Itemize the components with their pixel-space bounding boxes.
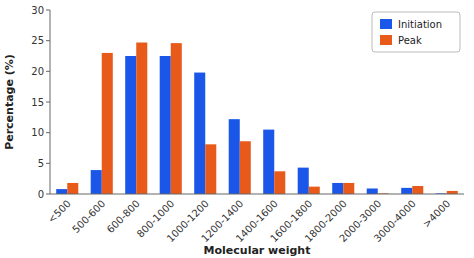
legend-swatch [380, 35, 392, 45]
bar [136, 43, 147, 194]
y-tick [46, 194, 50, 195]
x-tick-label: >4000 [421, 198, 453, 230]
y-tick-label: 15 [31, 97, 44, 108]
y-tick-label: 20 [31, 66, 44, 77]
x-axis-line [50, 194, 464, 195]
bar [125, 56, 136, 194]
y-tick [46, 40, 50, 41]
x-tick-label: 3000-4000 [372, 198, 418, 244]
bar [367, 188, 378, 194]
legend-label: Peak [398, 35, 422, 46]
x-axis-label: Molecular weight [204, 244, 311, 257]
y-tick [46, 132, 50, 133]
y-tick-label: 30 [31, 5, 44, 16]
legend-box [372, 12, 460, 52]
bar [298, 168, 309, 194]
y-tick [46, 102, 50, 103]
y-tick [46, 10, 50, 11]
bar [67, 183, 78, 194]
bar [309, 187, 320, 194]
bar [194, 73, 205, 194]
y-tick-label: 25 [31, 35, 44, 46]
y-axis-label: Percentage (%) [3, 54, 16, 150]
x-tick-label: 500-600 [70, 198, 107, 235]
bar [160, 56, 171, 194]
y-axis-line [50, 10, 51, 194]
x-tick-label: <500 [46, 198, 73, 225]
chart-container: 051015202530<500500-600600-800800-100010… [0, 0, 474, 258]
bar [274, 171, 285, 194]
bar [332, 183, 343, 194]
legend-label: Initiation [398, 19, 442, 30]
y-tick [46, 71, 50, 72]
bar [343, 183, 354, 194]
y-tick-label: 0 [38, 189, 44, 200]
bar [240, 141, 251, 194]
bar [91, 170, 102, 194]
bar [229, 119, 240, 194]
y-tick-label: 10 [31, 127, 44, 138]
legend: Initiation Peak [372, 12, 460, 52]
bar [263, 130, 274, 194]
bar [56, 189, 67, 194]
bar [102, 53, 113, 194]
chart-svg: 051015202530<500500-600600-800800-100010… [0, 0, 474, 258]
legend-swatch [380, 19, 392, 29]
bar [412, 186, 423, 194]
y-tick [46, 163, 50, 164]
bar [171, 43, 182, 194]
bar [401, 188, 412, 194]
bar [205, 144, 216, 194]
y-tick-label: 5 [38, 158, 44, 169]
bars [56, 43, 458, 194]
